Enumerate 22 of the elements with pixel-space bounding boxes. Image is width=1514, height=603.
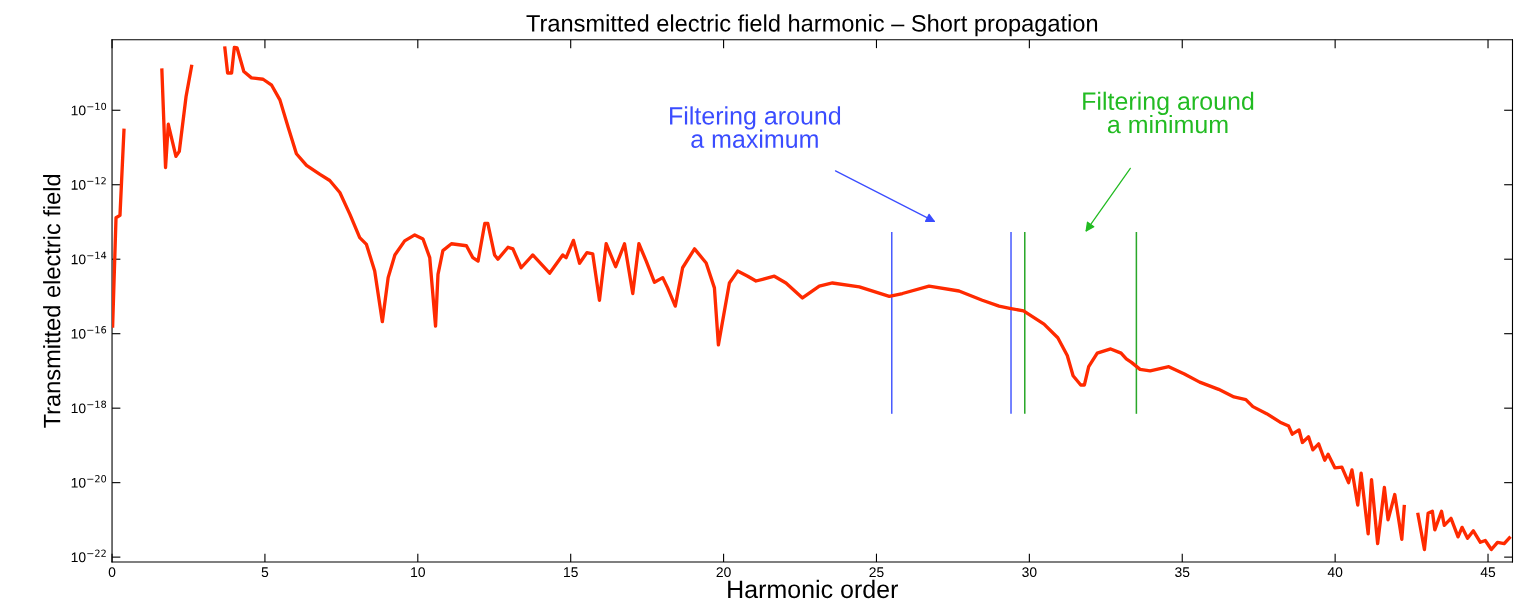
x-tick-label: 40 xyxy=(1327,567,1343,578)
y-tick-label: 10$^{−20}$ xyxy=(71,475,107,488)
x-tick-label: 15 xyxy=(564,567,578,578)
x-axis-title: Harmonic order xyxy=(728,579,898,599)
x-tick-label: 10 xyxy=(411,567,425,578)
y-tick-label: 10$^{−18}$ xyxy=(71,400,107,414)
x-tick-label: 30 xyxy=(1022,567,1037,578)
x-tick-label: 0 xyxy=(108,567,116,578)
annotation: Filtering around a maximum xyxy=(670,106,841,148)
y-tick-label: 10$^{−14}$ xyxy=(71,251,107,265)
y-tick-label: 10$^{−16}$ xyxy=(71,326,107,339)
x-tick-label: 25 xyxy=(869,567,884,578)
y-axis-title: Transmitted electric field xyxy=(43,174,61,428)
annotation: Filtering around a minimum xyxy=(1083,91,1254,134)
y-tick-label: 10$^{−22}$ xyxy=(71,549,106,563)
x-tick-label: 20 xyxy=(716,567,731,578)
y-tick-label: 10$^{−12}$ xyxy=(71,177,106,190)
x-tick-label: 35 xyxy=(1175,567,1190,578)
chart-title: Transmitted electric field harmonic – Short propagation xyxy=(526,14,1098,37)
x-tick-label: 5 xyxy=(261,567,269,578)
y-tick-label: 10$^{−10}$ xyxy=(71,102,107,116)
x-tick-label: 45 xyxy=(1480,567,1496,578)
